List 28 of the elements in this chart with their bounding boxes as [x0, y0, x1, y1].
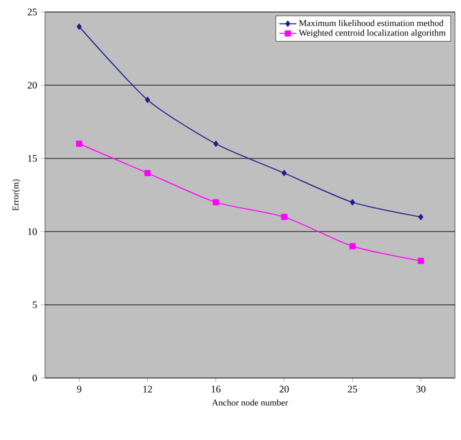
- point: [282, 170, 287, 176]
- point: [418, 214, 424, 220]
- y-tick-label: 25: [28, 8, 37, 16]
- legend-label: Maximum likelihood estimation method: [299, 20, 444, 26]
- x-tick-label: 20: [280, 386, 289, 392]
- y-axis-title: Error(m): [12, 179, 20, 211]
- x-tick-label: 16: [212, 386, 221, 392]
- x-axis-title: Anchor node number: [212, 399, 288, 406]
- point: [76, 140, 82, 147]
- point: [144, 170, 151, 176]
- x-tick-label: 9: [77, 386, 82, 392]
- point: [350, 199, 355, 206]
- point: [349, 243, 356, 250]
- point: [418, 258, 424, 264]
- point: [145, 96, 150, 103]
- y-tick-label: 5: [32, 301, 37, 308]
- y-tick-label: 15: [28, 155, 37, 162]
- x-tick-label: 30: [416, 386, 426, 392]
- x-tick-label: 25: [348, 386, 358, 392]
- point: [212, 199, 219, 206]
- point: [281, 214, 288, 220]
- y-tick-label: 20: [28, 82, 37, 89]
- point: [213, 140, 218, 147]
- y-tick-label: 10: [28, 228, 37, 235]
- legend-label: Weighted centroid localization algorithm: [298, 30, 446, 38]
- y-tick-label: 0: [32, 374, 37, 382]
- x-tick-label: 12: [143, 386, 152, 392]
- point: [76, 24, 82, 30]
